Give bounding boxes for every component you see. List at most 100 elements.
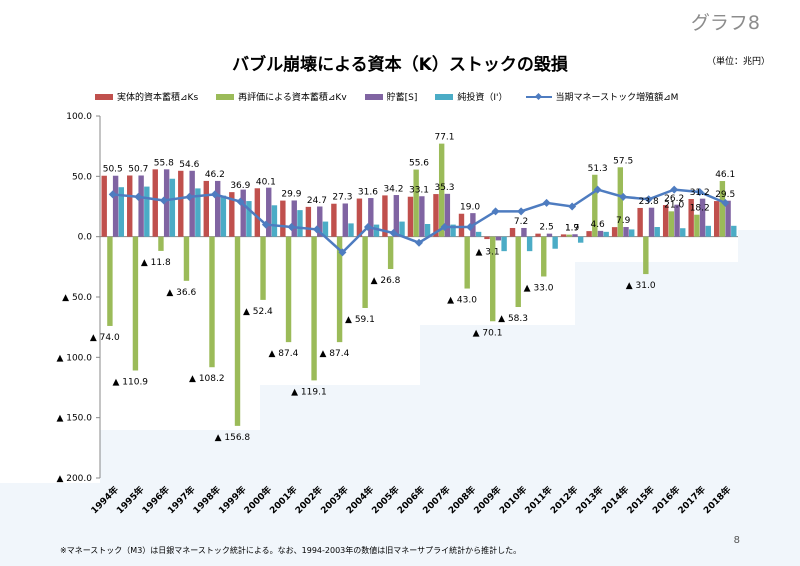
data-label: 46.1 [715,170,735,180]
data-label: 55.8 [154,158,174,168]
bar [336,236,343,343]
bar [407,196,414,237]
line-point [440,223,449,232]
bar [680,228,686,237]
bar [541,236,547,277]
line-point [415,238,423,247]
bar [586,231,592,237]
bar [611,227,618,237]
bar [719,181,726,237]
bar [280,200,286,237]
line-point [236,197,245,206]
line-point [491,207,500,216]
bar [526,236,533,252]
bar [234,236,241,426]
bar [552,236,558,249]
bar [495,236,502,241]
legend-item-money-stock: 当期マネーストック増殖額⊿M [525,90,678,103]
data-label: ▲ 52.4 [243,307,273,317]
bar [617,167,624,237]
data-label: ▲ 87.4 [320,349,350,359]
line-point [593,185,602,194]
bar [475,231,482,237]
y-tick-label: ▲ 200.0 [56,474,92,484]
bar [342,203,348,237]
data-label: ▲ 156.8 [215,433,251,443]
data-label: 54.6 [179,160,199,170]
data-label: 26.2 [664,194,684,204]
data-label: ▲ 31.0 [626,281,656,291]
data-label: 7.9 [616,216,631,226]
bar [399,221,405,237]
data-label: ▲ 108.2 [189,374,225,384]
bar [560,234,567,237]
bar [413,169,419,237]
bar [158,236,164,251]
data-label: 1.9 [565,223,580,233]
data-label: 31.2 [690,188,710,198]
data-label: 29.5 [715,190,735,200]
bar [731,225,737,237]
bar [393,195,400,237]
bar [592,174,598,237]
bar [382,195,388,237]
bar [317,206,323,237]
data-label: ▲ 43.0 [447,296,477,306]
bar [127,175,133,237]
data-label: 23.8 [639,197,659,207]
background-step-shape [0,230,800,566]
y-tick-label: 50.0 [72,172,92,182]
line-point [134,192,143,201]
line-point [644,195,653,204]
bar [713,201,720,237]
legend-swatch-ks [95,93,113,100]
bar [521,227,527,237]
bar [419,196,425,237]
y-tick-label: ▲ 50.0 [62,293,92,303]
legend-item-kv: 再評価による資本蓄積⊿Kv [216,90,347,103]
bar [138,175,144,237]
y-tick-label: 100.0 [66,112,92,122]
line-point [363,223,372,232]
bar [444,193,451,237]
data-label: 46.2 [205,170,225,180]
bar [362,236,368,308]
bar [654,227,660,237]
bar [356,198,363,237]
bar [297,210,303,237]
bar [546,233,553,237]
line-point [721,198,730,207]
bar [373,224,380,237]
data-label: ▲ 70.1 [473,328,503,338]
legend-item-net-investment: 純投資（I'） [435,90,508,103]
bar [214,180,221,237]
bar [629,229,635,237]
data-label: ▲ 3.1 [476,247,500,257]
bar [118,187,125,237]
y-tick-label: ▲ 100.0 [56,353,92,363]
bar [163,169,170,237]
data-label: ▲ 74.0 [90,333,120,343]
data-label: 1.7 [565,224,579,234]
bar [515,236,521,308]
data-label: ▲ 59.1 [345,315,375,325]
bar [189,170,195,237]
line-point [517,207,526,216]
bar [183,236,190,281]
bar [674,204,680,237]
bar [220,195,227,237]
bar [648,207,655,237]
bar [484,236,490,240]
data-label: 34.2 [383,184,403,194]
line-point [210,190,219,199]
bar [266,187,272,237]
bar [254,188,261,237]
bar [725,200,731,237]
bar [688,199,694,237]
bar [464,236,470,289]
bar [107,236,113,326]
data-label: ▲ 87.4 [268,349,298,359]
data-label: 51.3 [588,164,608,174]
legend-label-kv: 再評価による資本蓄積⊿Kv [238,93,347,103]
